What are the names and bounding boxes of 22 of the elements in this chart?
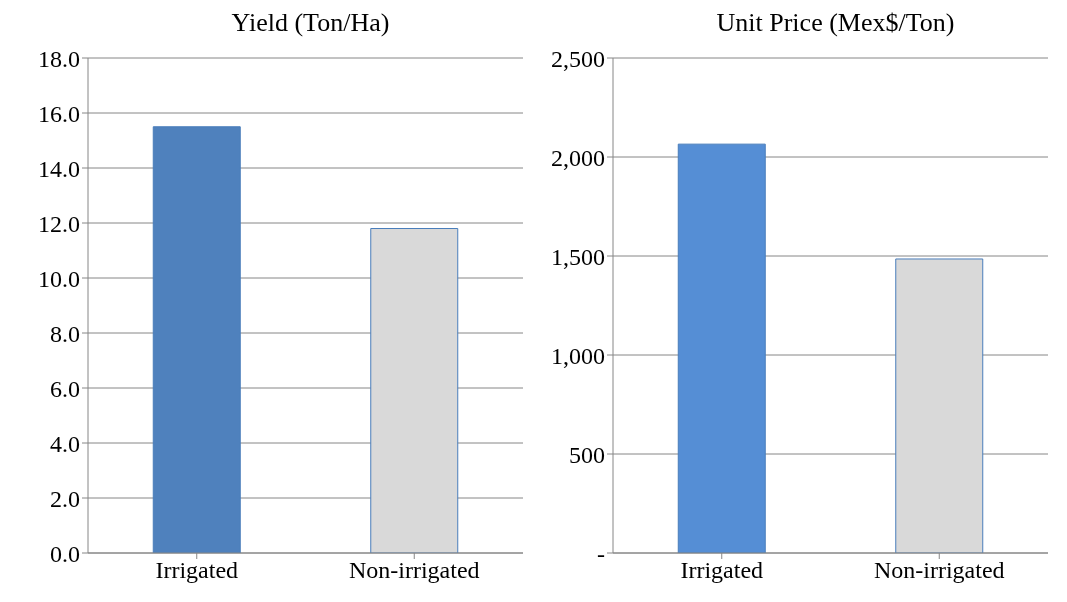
y-tick-label: 1,000 xyxy=(551,342,605,369)
y-tick-label: 0.0 xyxy=(50,540,80,567)
y-tick-label: 2,000 xyxy=(551,144,605,171)
y-tick-label: 14.0 xyxy=(38,155,80,182)
x-tick-label: Irrigated xyxy=(680,557,764,584)
y-tick-label: 18.0 xyxy=(38,45,80,72)
y-tick-label: 4.0 xyxy=(50,430,80,457)
y-tick-label: 1,500 xyxy=(551,243,605,270)
y-tick-label: 8.0 xyxy=(50,320,80,347)
chart-title: Yield (Ton/Ha) xyxy=(231,8,390,37)
y-tick-label: 2,500 xyxy=(551,45,605,72)
y-tick-label: 12.0 xyxy=(38,210,80,237)
x-tick-label: Irrigated xyxy=(155,557,239,584)
y-tick-label: 2.0 xyxy=(50,485,80,512)
y-tick-label: 500 xyxy=(569,441,605,468)
y-tick-label: 16.0 xyxy=(38,100,80,127)
x-tick-label: Non-irrigated xyxy=(348,557,480,584)
y-tick-label: 10.0 xyxy=(38,265,80,292)
y-tick-label: - xyxy=(597,540,605,567)
y-tick-label: 6.0 xyxy=(50,375,80,402)
chart-title: Unit Price (Mex$/Ton) xyxy=(716,8,955,37)
x-tick-label: Non-irrigated xyxy=(873,557,1005,584)
